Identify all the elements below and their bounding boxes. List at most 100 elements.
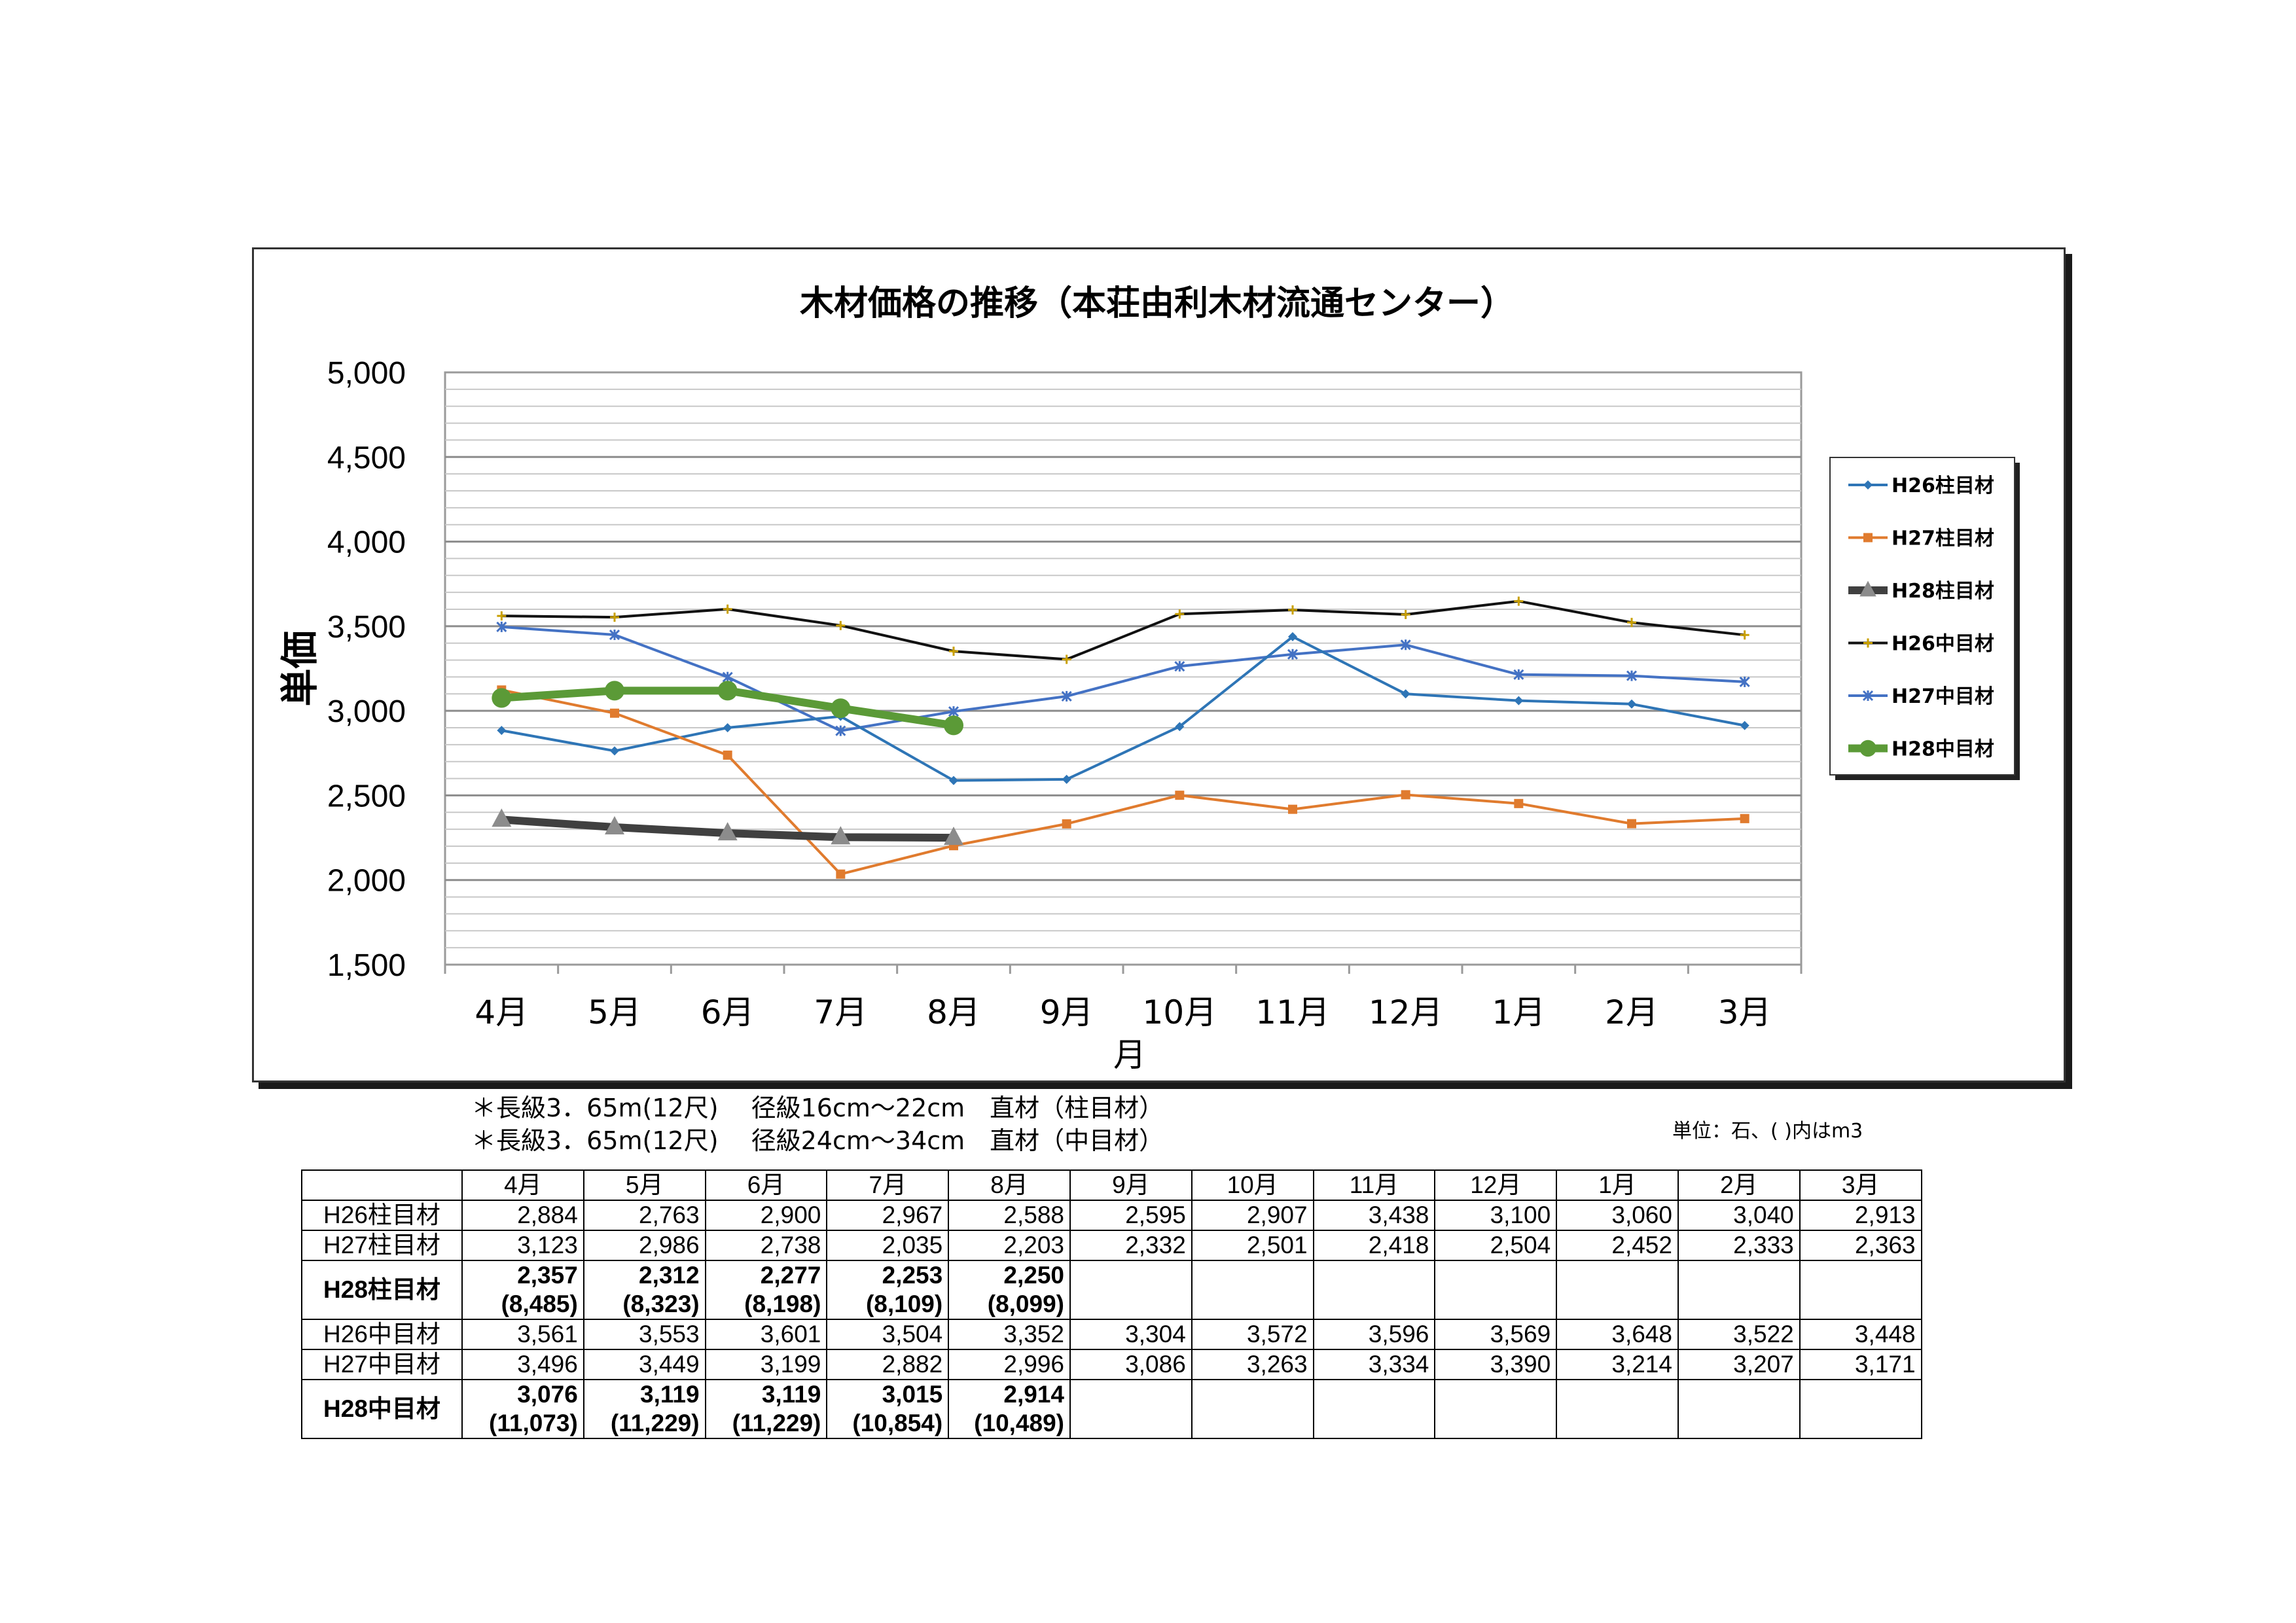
- data-point: [1859, 580, 1876, 597]
- table-cell: 3,199: [704, 1349, 828, 1380]
- x-axis-title: 月: [1113, 1036, 1146, 1074]
- table-row-label: H27中目材: [301, 1349, 463, 1380]
- table-cell: 2,996: [948, 1349, 1071, 1380]
- note-line-2: ＊長級3．65m(12尺) 径級24cm～34cm 直材（中目材）: [471, 1126, 1164, 1155]
- table-cell: 3,504: [826, 1319, 950, 1350]
- x-tick-label: 6月: [701, 993, 755, 1031]
- table-row: H26中目材 3,561 3,553 3,601 3,504 3,352 3,304 3,57…: [301, 1319, 1922, 1350]
- table-cell: 3,569: [1434, 1319, 1558, 1350]
- cell-value: 2,277: [760, 1262, 821, 1289]
- table-header-cell: 8月: [948, 1169, 1071, 1201]
- table-row: H28中目材 3,076 (11,073) 3,119 (11,229) 3,119 (11…: [301, 1379, 1922, 1439]
- table-cell: 2,501: [1191, 1230, 1314, 1261]
- data-point: [1514, 596, 1524, 606]
- data-point: [610, 613, 619, 622]
- cell-value-m3: (10,854): [852, 1410, 943, 1436]
- plot-area: [444, 371, 1803, 966]
- series-line: [501, 625, 1745, 732]
- table-cell: 3,015 (10,854): [826, 1379, 950, 1439]
- table-cell: 3,572: [1191, 1319, 1314, 1350]
- data-point: [1626, 670, 1638, 681]
- table-cell: 3,390: [1434, 1349, 1558, 1380]
- legend-box: [1829, 457, 2015, 776]
- table-cell: [1069, 1260, 1193, 1320]
- cell-value: 2,312: [639, 1262, 700, 1289]
- table-cell: 2,595: [1069, 1200, 1193, 1231]
- data-point: [835, 725, 846, 736]
- table-cell: [1069, 1379, 1193, 1439]
- data-point: [1740, 721, 1749, 730]
- data-point: [605, 681, 624, 701]
- table-header-cell: 4月: [461, 1169, 584, 1201]
- data-point: [1174, 661, 1185, 672]
- data-point: [1863, 480, 1873, 490]
- x-tick-label: 7月: [814, 993, 867, 1031]
- data-point: [836, 620, 846, 630]
- data-point: [717, 822, 738, 841]
- table-row-label: H28中目材: [301, 1379, 463, 1439]
- cell-value-m3: (8,099): [987, 1291, 1064, 1317]
- data-point: [1401, 790, 1410, 800]
- data-point: [831, 698, 851, 719]
- data-point: [492, 688, 512, 708]
- y-tick-label: 4,500: [327, 440, 406, 475]
- data-point: [717, 681, 738, 701]
- data-point: [1739, 676, 1750, 687]
- table-cell: 2,203: [948, 1230, 1071, 1261]
- table-cell: 2,357 (8,485): [461, 1260, 584, 1320]
- cell-value: 3,076: [517, 1381, 578, 1408]
- table-corner-cell: [301, 1169, 463, 1201]
- table-header-cell: 10月: [1191, 1169, 1314, 1201]
- table-cell: 3,076 (11,073): [461, 1379, 584, 1439]
- table-cell: 2,914 (10,489): [948, 1379, 1071, 1439]
- table-cell: 2,253 (8,109): [826, 1260, 950, 1320]
- note-line-1: ＊長級3．65m(12尺) 径級16cm～22cm 直材（柱目材）: [471, 1094, 1164, 1122]
- table-cell: 3,553: [583, 1319, 706, 1350]
- data-point: [944, 827, 963, 846]
- data-point: [949, 776, 958, 785]
- table-cell: 3,263: [1191, 1349, 1314, 1380]
- table-cell: 3,100: [1434, 1200, 1558, 1231]
- cell-value-m3: (8,198): [744, 1291, 821, 1317]
- legend-label: H26中目材: [1892, 633, 1994, 656]
- table-cell: [1434, 1260, 1558, 1320]
- series-line: [501, 599, 1745, 661]
- legend-label: H26柱目材: [1892, 474, 1994, 497]
- table-cell: [1312, 1379, 1436, 1439]
- table-cell: 3,334: [1312, 1349, 1436, 1380]
- table-header-cell: 3月: [1799, 1169, 1922, 1201]
- table-row-label: H26柱目材: [301, 1200, 463, 1231]
- table-cell: 3,496: [461, 1349, 584, 1380]
- data-point: [497, 611, 507, 621]
- series-line: [501, 688, 1745, 876]
- table-cell: [1556, 1379, 1679, 1439]
- data-point: [610, 708, 619, 718]
- table-cell: 3,086: [1069, 1349, 1193, 1380]
- table-cell: 3,060: [1556, 1200, 1679, 1231]
- table-cell: [1799, 1260, 1922, 1320]
- table-header-cell: 2月: [1677, 1169, 1801, 1201]
- data-point: [1288, 632, 1297, 641]
- table-row: H27中目材 3,496 3,449 3,199 2,882 2,996 3,086 3,26…: [301, 1349, 1922, 1380]
- data-point: [1062, 774, 1071, 784]
- table-cell: 3,596: [1312, 1319, 1436, 1350]
- cell-value-m3: (8,485): [501, 1291, 578, 1317]
- price-table: 4月 5月 6月 7月 8月 9月 10月 11月 12月 1月 2月 3月 H26柱目材 2,884 2…: [301, 1169, 1922, 1439]
- table-header-cell: 6月: [704, 1169, 828, 1201]
- table-header-cell: 7月: [826, 1169, 950, 1201]
- x-tick-label: 12月: [1369, 993, 1443, 1031]
- table-cell: 3,304: [1069, 1319, 1193, 1350]
- data-point: [492, 808, 512, 827]
- line-chart: 1,500 2,000 2,500 3,000 3,500 4,000 4,500 5,000…: [278, 284, 2020, 1074]
- legend-label: H28中目材: [1892, 738, 1994, 761]
- data-point: [496, 621, 507, 632]
- table-cell: [1191, 1379, 1314, 1439]
- cell-value-m3: (8,109): [865, 1291, 943, 1317]
- table-header-cell: 1月: [1556, 1169, 1679, 1201]
- data-point: [1627, 819, 1636, 829]
- table-cell: 3,119 (11,229): [704, 1379, 828, 1439]
- data-point: [1062, 819, 1071, 829]
- y-axis-title: 単価: [278, 630, 322, 706]
- table-cell: [1556, 1260, 1679, 1320]
- table-cell: [1312, 1260, 1436, 1320]
